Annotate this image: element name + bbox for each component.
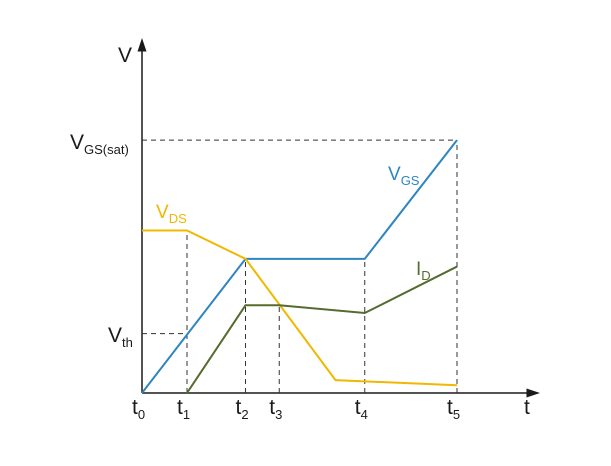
- tick-label-t3-sub: 3: [275, 407, 282, 422]
- level-label-vth: Vth: [108, 324, 133, 350]
- series-line-vds: [142, 229, 458, 387]
- tick-label-t4: t4: [355, 396, 368, 422]
- series-label-id-sub: D: [421, 268, 430, 283]
- tick-label-t0-main: t: [132, 396, 138, 419]
- series-label-id: ID: [416, 259, 431, 283]
- tick-label-t0: t0: [132, 396, 145, 422]
- series-label-vgs-sub: GS: [401, 173, 420, 188]
- level-label-vth-main: V: [108, 324, 122, 347]
- tick-label-t1: t1: [177, 396, 190, 422]
- tick-label-t1-main: t: [177, 396, 183, 419]
- series-label-vds-sub: DS: [169, 211, 187, 226]
- level-label-vth-sub: th: [122, 335, 133, 350]
- series-label-vds: VDS: [156, 202, 187, 226]
- level-label-vgs-sat: VGS(sat): [70, 131, 129, 157]
- series-label-vds-main: V: [156, 202, 169, 223]
- series-label-vgs-main: V: [388, 164, 401, 185]
- tick-label-t3-main: t: [269, 396, 275, 419]
- series-label-id-main: I: [416, 259, 421, 280]
- series-line-id: [186, 265, 458, 394]
- level-label-vgs-sat-main: V: [70, 131, 84, 154]
- y-axis-label: V: [118, 44, 132, 67]
- series-line-vgs: [141, 139, 458, 394]
- tick-label-t2: t2: [236, 396, 249, 422]
- series-group: [141, 139, 458, 394]
- tick-label-t3: t3: [269, 396, 282, 422]
- x-axis-label: t: [524, 396, 530, 419]
- tick-label-t5-main: t: [447, 396, 453, 419]
- tick-label-t5-sub: 5: [453, 407, 460, 422]
- tick-label-t4-main: t: [355, 396, 361, 419]
- level-label-vgs-sat-sub: GS(sat): [84, 142, 129, 157]
- tick-label-t4-sub: 4: [361, 407, 368, 422]
- tick-label-t5: t5: [447, 396, 460, 422]
- tick-label-t0-sub: 0: [138, 407, 145, 422]
- tick-label-t1-sub: 1: [183, 407, 190, 422]
- tick-label-t2-main: t: [236, 396, 242, 419]
- tick-label-t2-sub: 2: [241, 407, 248, 422]
- series-label-vgs: VGS: [388, 164, 420, 188]
